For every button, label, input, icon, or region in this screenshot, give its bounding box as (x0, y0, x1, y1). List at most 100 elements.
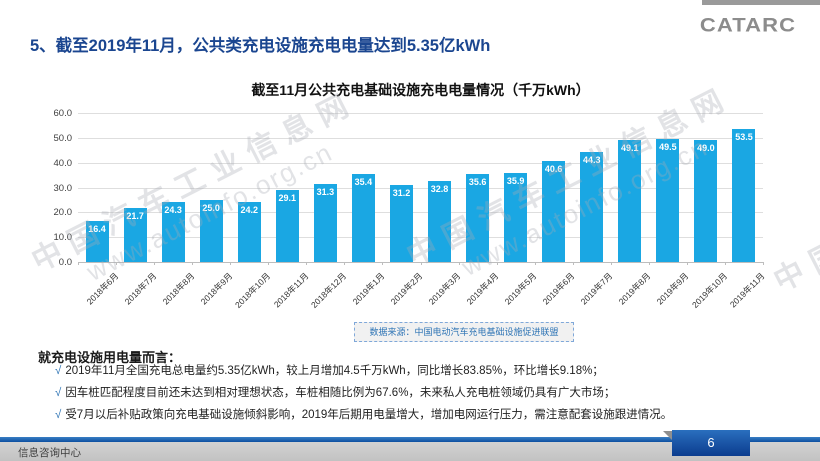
bullet-text: 2019年11月全国充电总电量约5.35亿kWh，较上月增加4.5千万kWh，同… (65, 365, 604, 377)
footer-accent-bar (0, 437, 820, 442)
bar-value-label: 35.4 (354, 177, 373, 188)
gridline (78, 137, 763, 139)
y-axis-tick-label: 40.0 (53, 157, 73, 169)
bar-value-label: 40.6 (544, 164, 563, 175)
x-axis-tick (458, 262, 460, 265)
bar: 24.3 (161, 201, 185, 262)
check-mark-icon: √ (55, 365, 62, 377)
bar: 49.1 (618, 140, 642, 262)
bar: 29.1 (275, 189, 299, 262)
bullet-item: √ 2019年11月全国充电总电量约5.35亿kWh，较上月增加4.5千万kWh，… (55, 360, 795, 382)
x-axis-tick (534, 262, 536, 265)
bar-value-label: 53.5 (735, 132, 753, 143)
bar: 32.8 (428, 180, 452, 262)
bar-value-label: 24.3 (164, 204, 182, 215)
bar: 31.3 (313, 184, 337, 262)
bar: 53.5 (732, 129, 756, 262)
x-axis-category-label: 2018年12月 (309, 270, 349, 310)
bullet-text: 因车桩匹配程度目前还未达到相对理想状态，车桩相随比例为67.6%，未来私人充电桩… (65, 387, 616, 399)
chart-title: 截至11月公共充电基础设施充电电量情况（千万kWh） (251, 82, 590, 98)
y-axis-tick-label: 60.0 (53, 108, 73, 119)
x-axis-tick (763, 262, 764, 265)
x-axis-category-label: 2019年7月 (578, 270, 615, 307)
body-heading: 就充电设施用电量而言： (38, 350, 182, 365)
bar-value-label: 25.0 (202, 202, 220, 213)
x-axis-category-label: 2018年9月 (198, 270, 235, 307)
bar: 35.6 (466, 173, 490, 262)
x-axis-tick (78, 262, 79, 265)
bar-value-label: 49.0 (697, 143, 715, 154)
x-axis-category-label: 2019年2月 (388, 270, 425, 307)
x-axis-category-label: 2019年9月 (655, 270, 691, 307)
bar: 21.7 (123, 208, 147, 262)
bar-value-label: 32.8 (430, 183, 449, 194)
x-axis-tick (572, 262, 574, 265)
x-axis-tick (610, 262, 612, 265)
bar-value-label: 29.1 (278, 192, 297, 203)
top-accent-bar (702, 0, 820, 5)
x-axis-tick (116, 262, 118, 265)
gridline (78, 212, 763, 214)
x-axis-tick (344, 262, 346, 265)
bar-value-label: 49.1 (621, 143, 639, 154)
x-axis-tick (686, 262, 688, 265)
x-axis-category-label: 2019年5月 (502, 270, 539, 307)
bar-value-label: 31.3 (316, 187, 335, 198)
bar-value-label: 21.7 (126, 211, 144, 222)
bullet-item: √ 因车桩匹配程度目前还未达到相对理想状态，车桩相随比例为67.6%，未来私人充电… (55, 382, 795, 404)
x-axis-category-label: 2018年10月 (233, 270, 273, 310)
catarc-logo: CATARC (699, 14, 797, 37)
x-axis-category-label: 2018年8月 (160, 270, 197, 307)
bar-value-label: 24.2 (240, 204, 259, 215)
gridline (78, 113, 763, 114)
x-axis-category-label: 2018年6月 (84, 270, 121, 307)
x-axis-category-label: 2018年11月 (271, 270, 311, 310)
bar-value-label: 35.9 (506, 175, 525, 186)
x-axis-tick (306, 262, 308, 265)
x-axis-category-label: 2019年4月 (464, 270, 501, 307)
y-axis-tick-label: 30.0 (53, 182, 73, 194)
y-axis-tick-label: 50.0 (53, 132, 73, 144)
x-axis-category-label: 2019年3月 (426, 270, 463, 307)
x-axis-tick (496, 262, 498, 265)
y-axis-tick-label: 10.0 (53, 232, 73, 244)
bar-value-label: 35.6 (468, 176, 487, 187)
check-mark-icon: √ (55, 409, 62, 421)
bullet-text: 受7月以后补贴政策向充电基础设施倾斜影响，2019年后期用电量增大，增加电网运行… (65, 409, 673, 421)
bar-value-label: 49.5 (659, 142, 677, 153)
bar: 25.0 (199, 199, 223, 262)
x-axis-category-label: 2019年10月 (689, 270, 729, 310)
x-axis-category-label: 2019年6月 (540, 270, 577, 307)
x-axis-tick (724, 262, 726, 265)
bullet-item: √ 受7月以后补贴政策向充电基础设施倾斜影响，2019年后期用电量增大，增加电网运… (55, 404, 795, 426)
y-axis-tick-label: 20.0 (53, 207, 73, 219)
bar: 16.4 (85, 221, 109, 262)
gridline (78, 187, 763, 189)
x-axis-tick (154, 262, 156, 265)
footer-background (0, 442, 820, 461)
bar-value-label: 44.3 (582, 154, 601, 165)
gridline (78, 162, 763, 164)
bar: 35.4 (351, 174, 375, 262)
x-axis-tick (382, 262, 384, 265)
bullet-list: √ 2019年11月全国充电总电量约5.35亿kWh，较上月增加4.5千万kWh，… (55, 360, 795, 426)
data-source-note: 数据来源：中国电动汽车充电基础设施促进联盟 (354, 322, 574, 342)
bar: 24.2 (237, 201, 261, 262)
x-axis-tick (648, 262, 650, 265)
x-axis-tick (192, 262, 194, 265)
page-number-notch (663, 431, 672, 440)
footer-department: 信息咨询中心 (18, 447, 81, 459)
bar: 31.2 (389, 184, 413, 262)
gridline (78, 237, 763, 239)
bar: 44.3 (580, 151, 604, 262)
x-axis-tick (230, 262, 232, 265)
bar: 35.9 (504, 172, 528, 262)
y-axis-tick-label: 0.0 (58, 257, 72, 268)
page-number: 6 (672, 430, 750, 456)
x-axis-tick (268, 262, 270, 265)
page-title: 5、截至2019年11月，公共类充电设施充电电量达到5.35亿kWh (30, 37, 491, 55)
x-axis-tick (420, 262, 422, 265)
bar: 49.5 (656, 139, 680, 262)
